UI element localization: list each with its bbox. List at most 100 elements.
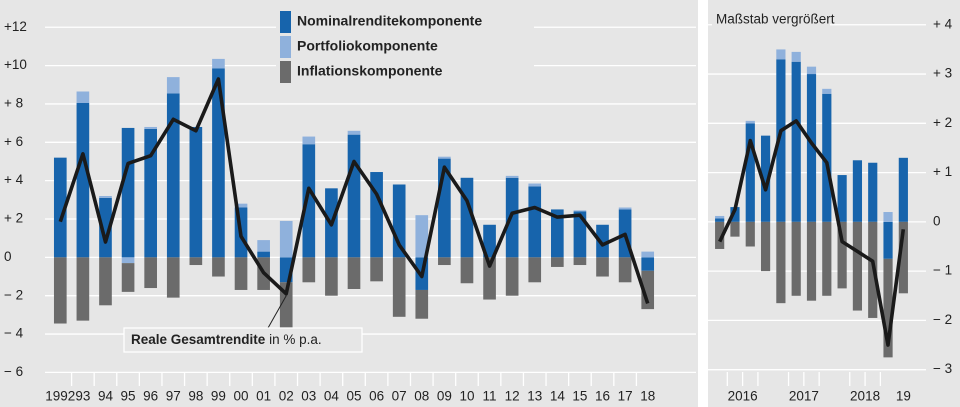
legend-swatch xyxy=(280,11,291,33)
x-tick-label: 2016 xyxy=(728,389,758,404)
bar-segment xyxy=(415,289,429,319)
label-bg xyxy=(712,8,830,30)
annotation-text: in % p.a. xyxy=(265,332,321,347)
bar-segment xyxy=(392,257,406,317)
bar-segment xyxy=(837,175,847,222)
y-tick-label: + 8 xyxy=(4,96,23,111)
bar-segment xyxy=(53,257,67,324)
bar-segment xyxy=(852,160,863,222)
bar-segment xyxy=(505,257,519,296)
bar-segment xyxy=(144,126,157,129)
bar-segment xyxy=(99,196,112,198)
legend-swatch xyxy=(280,61,291,83)
bar-segment xyxy=(641,251,655,258)
y-tick-label: +10 xyxy=(4,57,27,72)
bar-segment xyxy=(822,93,832,222)
bar-segment xyxy=(641,270,655,310)
bar-segment xyxy=(883,212,893,222)
bar-segment xyxy=(745,221,755,247)
bar-segment xyxy=(806,66,817,75)
bar-segment xyxy=(257,240,270,252)
y-tick-label: − 4 xyxy=(4,326,24,341)
y-tick-label: − 2 xyxy=(4,287,23,302)
bar-segment xyxy=(325,257,338,296)
x-tick-label: 99 xyxy=(211,389,226,404)
line xyxy=(718,119,906,347)
bar-segment xyxy=(528,186,542,258)
bar-segment xyxy=(730,207,740,222)
bar-segment xyxy=(618,207,632,210)
bar-segment xyxy=(898,157,908,222)
bar-segment xyxy=(279,220,293,258)
x-tick-label: 10 xyxy=(459,389,474,404)
x-tick-label: 95 xyxy=(121,389,136,404)
bar-segment xyxy=(302,144,316,258)
bar-segment xyxy=(776,49,786,60)
bar-segment xyxy=(189,126,203,258)
bar-segment xyxy=(279,282,293,331)
bar-segment xyxy=(76,91,90,103)
bar-segment xyxy=(302,257,316,283)
x-tick-label: 13 xyxy=(527,389,542,404)
bar-segment xyxy=(144,128,157,258)
leader-line xyxy=(267,295,287,329)
x-tick-label: 98 xyxy=(188,389,203,404)
bar-segment xyxy=(121,257,135,264)
x-tick-label: 04 xyxy=(324,389,340,404)
bar-segment xyxy=(302,136,316,145)
bar-segment xyxy=(76,103,90,258)
bar-segment xyxy=(347,257,361,289)
bar-segment xyxy=(791,51,801,62)
y-tick-label: − 3 xyxy=(933,361,952,376)
bar-segment xyxy=(212,257,225,277)
bar-segment xyxy=(715,215,725,219)
x-tick-label: 14 xyxy=(550,389,566,404)
x-tick-label: 19 xyxy=(896,389,911,404)
x-tick-label: 16 xyxy=(595,389,610,404)
x-tick-label: 1992 xyxy=(45,389,75,404)
bar-segment xyxy=(347,134,361,258)
bar-segment xyxy=(438,156,451,159)
y-tick-label: + 1 xyxy=(933,164,952,179)
bar-segment xyxy=(745,120,755,124)
x-tick-label: 17 xyxy=(618,389,633,404)
x-tick-label: 06 xyxy=(369,389,384,404)
bar-segment xyxy=(898,221,908,294)
y-tick-label: − 2 xyxy=(933,312,952,327)
bar-segment xyxy=(618,257,632,283)
legend-swatch xyxy=(280,36,291,58)
bar-segment xyxy=(438,257,451,266)
bar-segment xyxy=(596,257,609,277)
y-tick-label: 0 xyxy=(933,213,941,228)
y-tick-label: + 4 xyxy=(933,16,953,31)
bar-segment xyxy=(822,221,832,296)
bar-segment xyxy=(99,257,112,306)
bar-segment xyxy=(776,221,786,304)
y-tick-label: + 4 xyxy=(4,172,24,187)
x-tick-label: 93 xyxy=(75,389,90,404)
bar-segment xyxy=(370,172,383,258)
annotation-bold: Reale Gesamtrendite xyxy=(131,332,266,347)
x-tick-label: 96 xyxy=(143,389,158,404)
x-tick-label: 00 xyxy=(234,389,249,404)
bar-segment xyxy=(551,257,564,267)
bar-segment xyxy=(715,221,725,249)
bar-segment xyxy=(212,68,225,258)
bar-segment xyxy=(528,183,542,187)
x-tick-label: 94 xyxy=(98,389,114,404)
bar-segment xyxy=(868,162,878,222)
bar-segment xyxy=(528,257,542,283)
bar-segment xyxy=(460,257,474,284)
bar-segment xyxy=(234,257,248,290)
legend-bg xyxy=(276,8,534,92)
bar-segment xyxy=(806,221,817,301)
bar-segment xyxy=(715,218,725,222)
bar-segment xyxy=(505,175,519,178)
bar-segment xyxy=(53,157,67,258)
bar-segment xyxy=(166,77,180,94)
bar-segment xyxy=(573,211,587,258)
y-tick-label: +12 xyxy=(4,19,27,34)
y-tick-label: + 2 xyxy=(4,211,23,226)
bar-segment xyxy=(121,127,135,258)
x-tick-label: 05 xyxy=(346,389,361,404)
